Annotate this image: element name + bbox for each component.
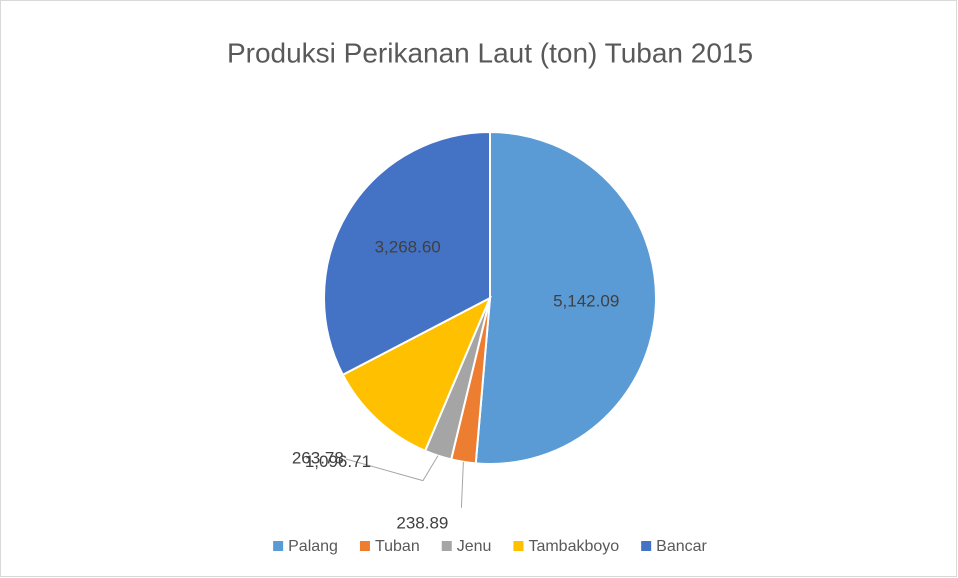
pie-slice <box>474 130 657 465</box>
legend-swatch <box>273 541 284 551</box>
legend-label: Tuban <box>375 538 420 555</box>
leader-line <box>460 461 464 508</box>
legend-label: Tambakboyo <box>528 538 619 555</box>
data-label: 5,142.09 <box>553 292 619 311</box>
leader-line <box>345 455 439 482</box>
data-label: 263.78 <box>292 449 344 468</box>
data-label: 3,268.60 <box>375 238 441 257</box>
legend-swatch <box>441 541 452 551</box>
chart-title: Produksi Perikanan Laut (ton) Tuban 2015 <box>227 37 753 68</box>
data-label: 238.89 <box>396 513 448 532</box>
legend-swatch <box>359 541 370 551</box>
data-label: 1,096.71 <box>305 452 371 471</box>
legend-swatch <box>513 541 524 551</box>
legend-label: Palang <box>288 538 338 555</box>
pie-slice <box>341 295 493 453</box>
pie-slice <box>323 130 491 377</box>
legend-swatch <box>641 541 652 551</box>
legend-label: Jenu <box>457 538 492 555</box>
legend-label: Bancar <box>656 538 707 555</box>
